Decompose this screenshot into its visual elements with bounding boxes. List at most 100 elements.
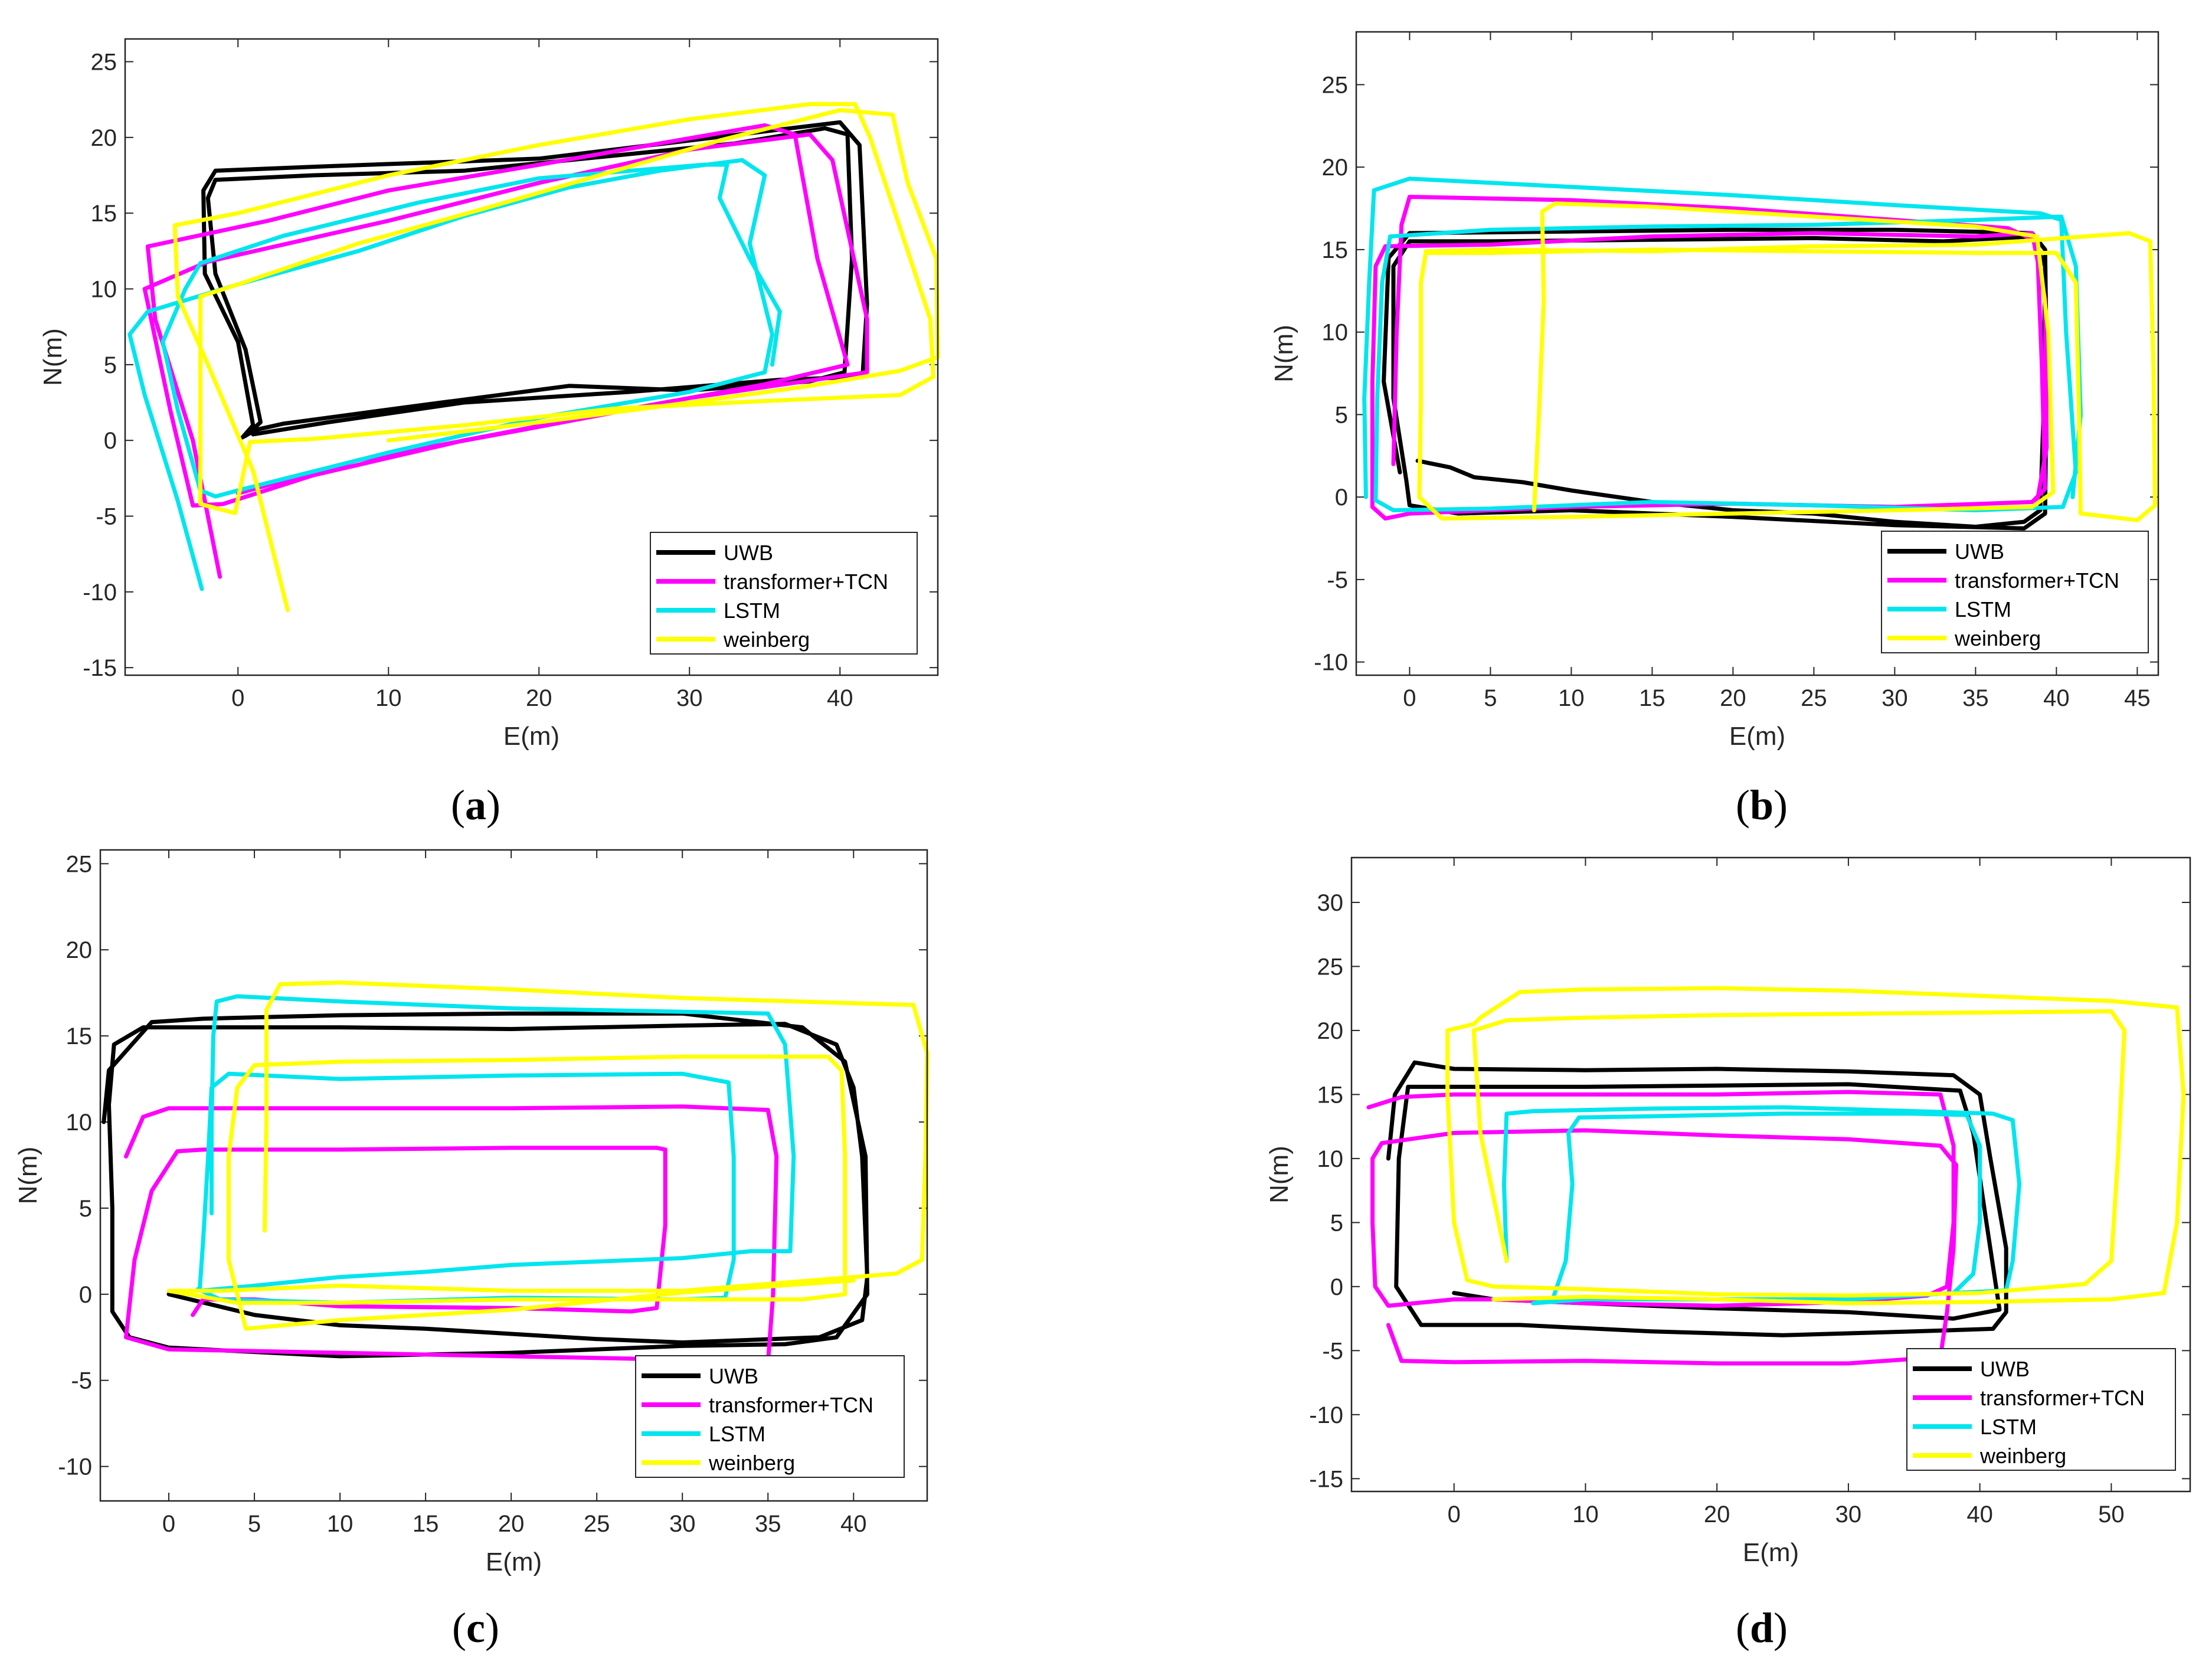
x-tick-label: 20: [526, 685, 552, 711]
y-tick-label: 15: [1317, 1082, 1344, 1108]
y-tick-label: -15: [83, 655, 117, 681]
series-line-weinberg: [172, 102, 940, 613]
y-tick-label: 0: [79, 1282, 92, 1308]
legend: UWB transformer+TCN LSTM weinberg: [1906, 1348, 2176, 1471]
y-tick-label: -10: [1314, 650, 1348, 676]
y-tick-label: -5: [71, 1368, 92, 1394]
x-tick-label: 0: [1448, 1502, 1461, 1527]
x-tick-label: 40: [2043, 685, 2070, 711]
y-tick-label: 5: [1330, 1210, 1343, 1236]
x-tick-label: 30: [676, 685, 703, 711]
series-line-transformer-tcn: [142, 123, 869, 579]
x-tick-label: 15: [413, 1511, 439, 1537]
x-tick-label: 40: [840, 1511, 867, 1537]
y-tick-label: -5: [1322, 1338, 1343, 1364]
y-tick-label: 5: [1335, 402, 1348, 428]
legend-entry: LSTM: [709, 1422, 765, 1446]
y-tick-label: 0: [1330, 1274, 1343, 1300]
y-tick-label: 25: [66, 851, 93, 877]
panel-c: 0 5 10 15 20 25 30 35 40 -10 -5 0 5 10 15 20 25 E(m) N(m) U…: [14, 849, 930, 1576]
x-tick-label: 45: [2124, 685, 2151, 711]
x-tick-label: 5: [1484, 685, 1497, 711]
x-axis-label: E(m): [1729, 722, 1785, 751]
legend-entry: UWB: [724, 541, 773, 565]
x-tick-label: 30: [1881, 685, 1908, 711]
y-tick-label: 20: [66, 937, 93, 963]
panel-a: 0 10 20 30 40 -15 -10 -5 0 5 10 15 20 25 E(m) N(m) UWB tr…: [38, 38, 940, 751]
y-tick-label: 15: [66, 1023, 93, 1049]
panel-label-c: (c): [452, 1604, 499, 1651]
x-tick-label: 0: [162, 1511, 175, 1537]
series-line-weinberg: [166, 980, 930, 1331]
x-tick-label: 35: [755, 1511, 781, 1537]
y-tick-label: 25: [1317, 954, 1344, 980]
legend-entry: UWB: [709, 1364, 758, 1388]
y-tick-label: 5: [79, 1196, 92, 1222]
y-tick-label: 20: [1322, 155, 1349, 181]
axes-frame: [1350, 856, 2191, 1493]
x-tick-label: 40: [1966, 1502, 1993, 1527]
series-line-uwb: [1386, 1060, 2008, 1337]
axes-frame: [1355, 31, 2159, 676]
legend-entry: weinberg: [1979, 1444, 2066, 1468]
y-tick-label: 25: [91, 50, 117, 76]
y-tick-label: 10: [1322, 320, 1349, 346]
x-tick-label: 5: [248, 1511, 261, 1537]
legend-entry: weinberg: [723, 627, 810, 652]
x-tick-label: 20: [1720, 685, 1746, 711]
legend: UWB transformer+TCN LSTM weinberg: [650, 532, 918, 655]
series-line-lstm: [1362, 176, 2083, 512]
legend-entry: transformer+TCN: [709, 1393, 873, 1417]
panel-d: 0 10 20 30 40 50 -15 -10 -5 0 5 10 15 20 25 30 E(m) N(m) U…: [1265, 856, 2191, 1567]
x-tick-label: 10: [375, 685, 402, 711]
y-axis-label: N(m): [14, 1147, 42, 1205]
y-tick-label: -10: [83, 580, 117, 606]
y-tick-label: 15: [91, 201, 117, 227]
legend-entry: UWB: [1980, 1357, 2030, 1381]
x-axis-label: E(m): [1743, 1538, 1799, 1567]
x-tick-label: 15: [1639, 685, 1665, 711]
x-tick-label: 10: [1572, 1502, 1599, 1527]
x-axis-label: E(m): [503, 722, 559, 751]
x-tick-label: 35: [1962, 685, 1989, 711]
legend-entry: weinberg: [708, 1451, 795, 1475]
legend-entry: transformer+TCN: [724, 570, 888, 594]
x-tick-label: 0: [231, 685, 244, 711]
series-line-weinberg: [1445, 986, 2186, 1306]
x-tick-label: 0: [1403, 685, 1416, 711]
y-axis-label: N(m): [1265, 1146, 1294, 1203]
legend-entry: LSTM: [1955, 597, 2011, 621]
legend: UWB transformer+TCN LSTM weinberg: [1881, 531, 2149, 653]
y-tick-label: -15: [1309, 1466, 1343, 1492]
axes-frame: [124, 38, 939, 676]
legend-entry: transformer+TCN: [1955, 568, 2119, 593]
y-tick-label: 0: [1335, 485, 1348, 511]
legend-entry: transformer+TCN: [1980, 1386, 2145, 1410]
y-axis-label: N(m): [38, 328, 67, 386]
y-tick-label: 5: [104, 352, 117, 378]
x-tick-label: 50: [2098, 1502, 2125, 1527]
y-tick-label: 10: [1317, 1146, 1344, 1172]
x-axis-label: E(m): [486, 1548, 542, 1576]
legend-entry: weinberg: [1954, 626, 2041, 650]
x-tick-label: 10: [327, 1511, 354, 1537]
x-tick-label: 25: [584, 1511, 610, 1537]
x-tick-label: 20: [498, 1511, 525, 1537]
y-tick-label: 10: [66, 1110, 93, 1136]
x-tick-label: 10: [1558, 685, 1585, 711]
x-tick-label: 30: [1835, 1502, 1862, 1527]
y-tick-label: 0: [104, 428, 117, 454]
legend-entry: LSTM: [1980, 1415, 2037, 1439]
y-tick-label: 25: [1322, 72, 1349, 98]
panel-label-b: (b): [1736, 781, 1788, 829]
y-tick-label: -5: [1327, 567, 1348, 593]
x-tick-label: 30: [669, 1511, 696, 1537]
panel-label-a: (a): [451, 781, 500, 829]
x-tick-label: 40: [827, 685, 853, 711]
y-tick-label: 15: [1322, 237, 1349, 263]
series-line-uwb: [201, 120, 869, 440]
x-tick-label: 25: [1801, 685, 1827, 711]
y-tick-label: -5: [96, 504, 117, 530]
y-tick-label: 20: [91, 125, 117, 151]
